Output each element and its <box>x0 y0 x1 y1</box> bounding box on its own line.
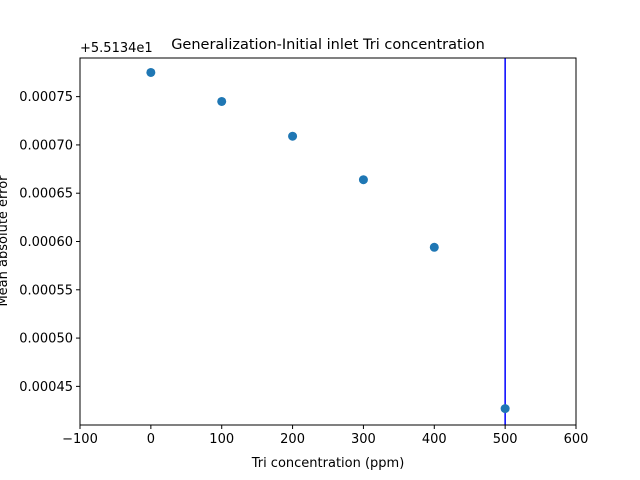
y-tick-label: 0.00065 <box>19 187 73 202</box>
x-tick-label: 0 <box>147 432 155 447</box>
y-tick-label: 0.00045 <box>19 380 73 395</box>
y-tick-label: 0.00075 <box>19 90 73 105</box>
x-axis-label: Tri concentration (ppm) <box>251 456 405 471</box>
x-tick-label: 400 <box>422 432 447 447</box>
x-tick-label: 100 <box>209 432 234 447</box>
chart-title: Generalization-Initial inlet Tri concent… <box>171 37 485 53</box>
axes-frame <box>79 57 577 426</box>
data-point <box>288 131 298 141</box>
y-offset-text: +5.5134e1 <box>80 41 153 56</box>
y-tick-label: 0.00050 <box>19 332 73 347</box>
x-tick-label: 300 <box>351 432 376 447</box>
x-tick-label: −100 <box>62 432 98 447</box>
data-point <box>217 96 227 106</box>
y-tick-label: 0.00070 <box>19 138 73 153</box>
y-tick-label: 0.00055 <box>19 283 73 298</box>
plot-area <box>146 58 510 425</box>
data-point <box>500 404 510 414</box>
data-point <box>146 67 156 77</box>
y-axis: 0.00045 0.00050 0.00055 0.00060 0.00065 0.000… <box>19 90 80 395</box>
data-point <box>429 242 439 252</box>
y-tick-label: 0.00060 <box>19 235 73 250</box>
x-axis: −100 0 100 200 300 400 500 600 <box>62 425 588 447</box>
y-axis-label: Mean absolute error <box>0 175 11 307</box>
x-tick-label: 200 <box>280 432 305 447</box>
x-tick-label: 600 <box>564 432 589 447</box>
data-point <box>358 175 368 185</box>
x-tick-label: 500 <box>493 432 518 447</box>
